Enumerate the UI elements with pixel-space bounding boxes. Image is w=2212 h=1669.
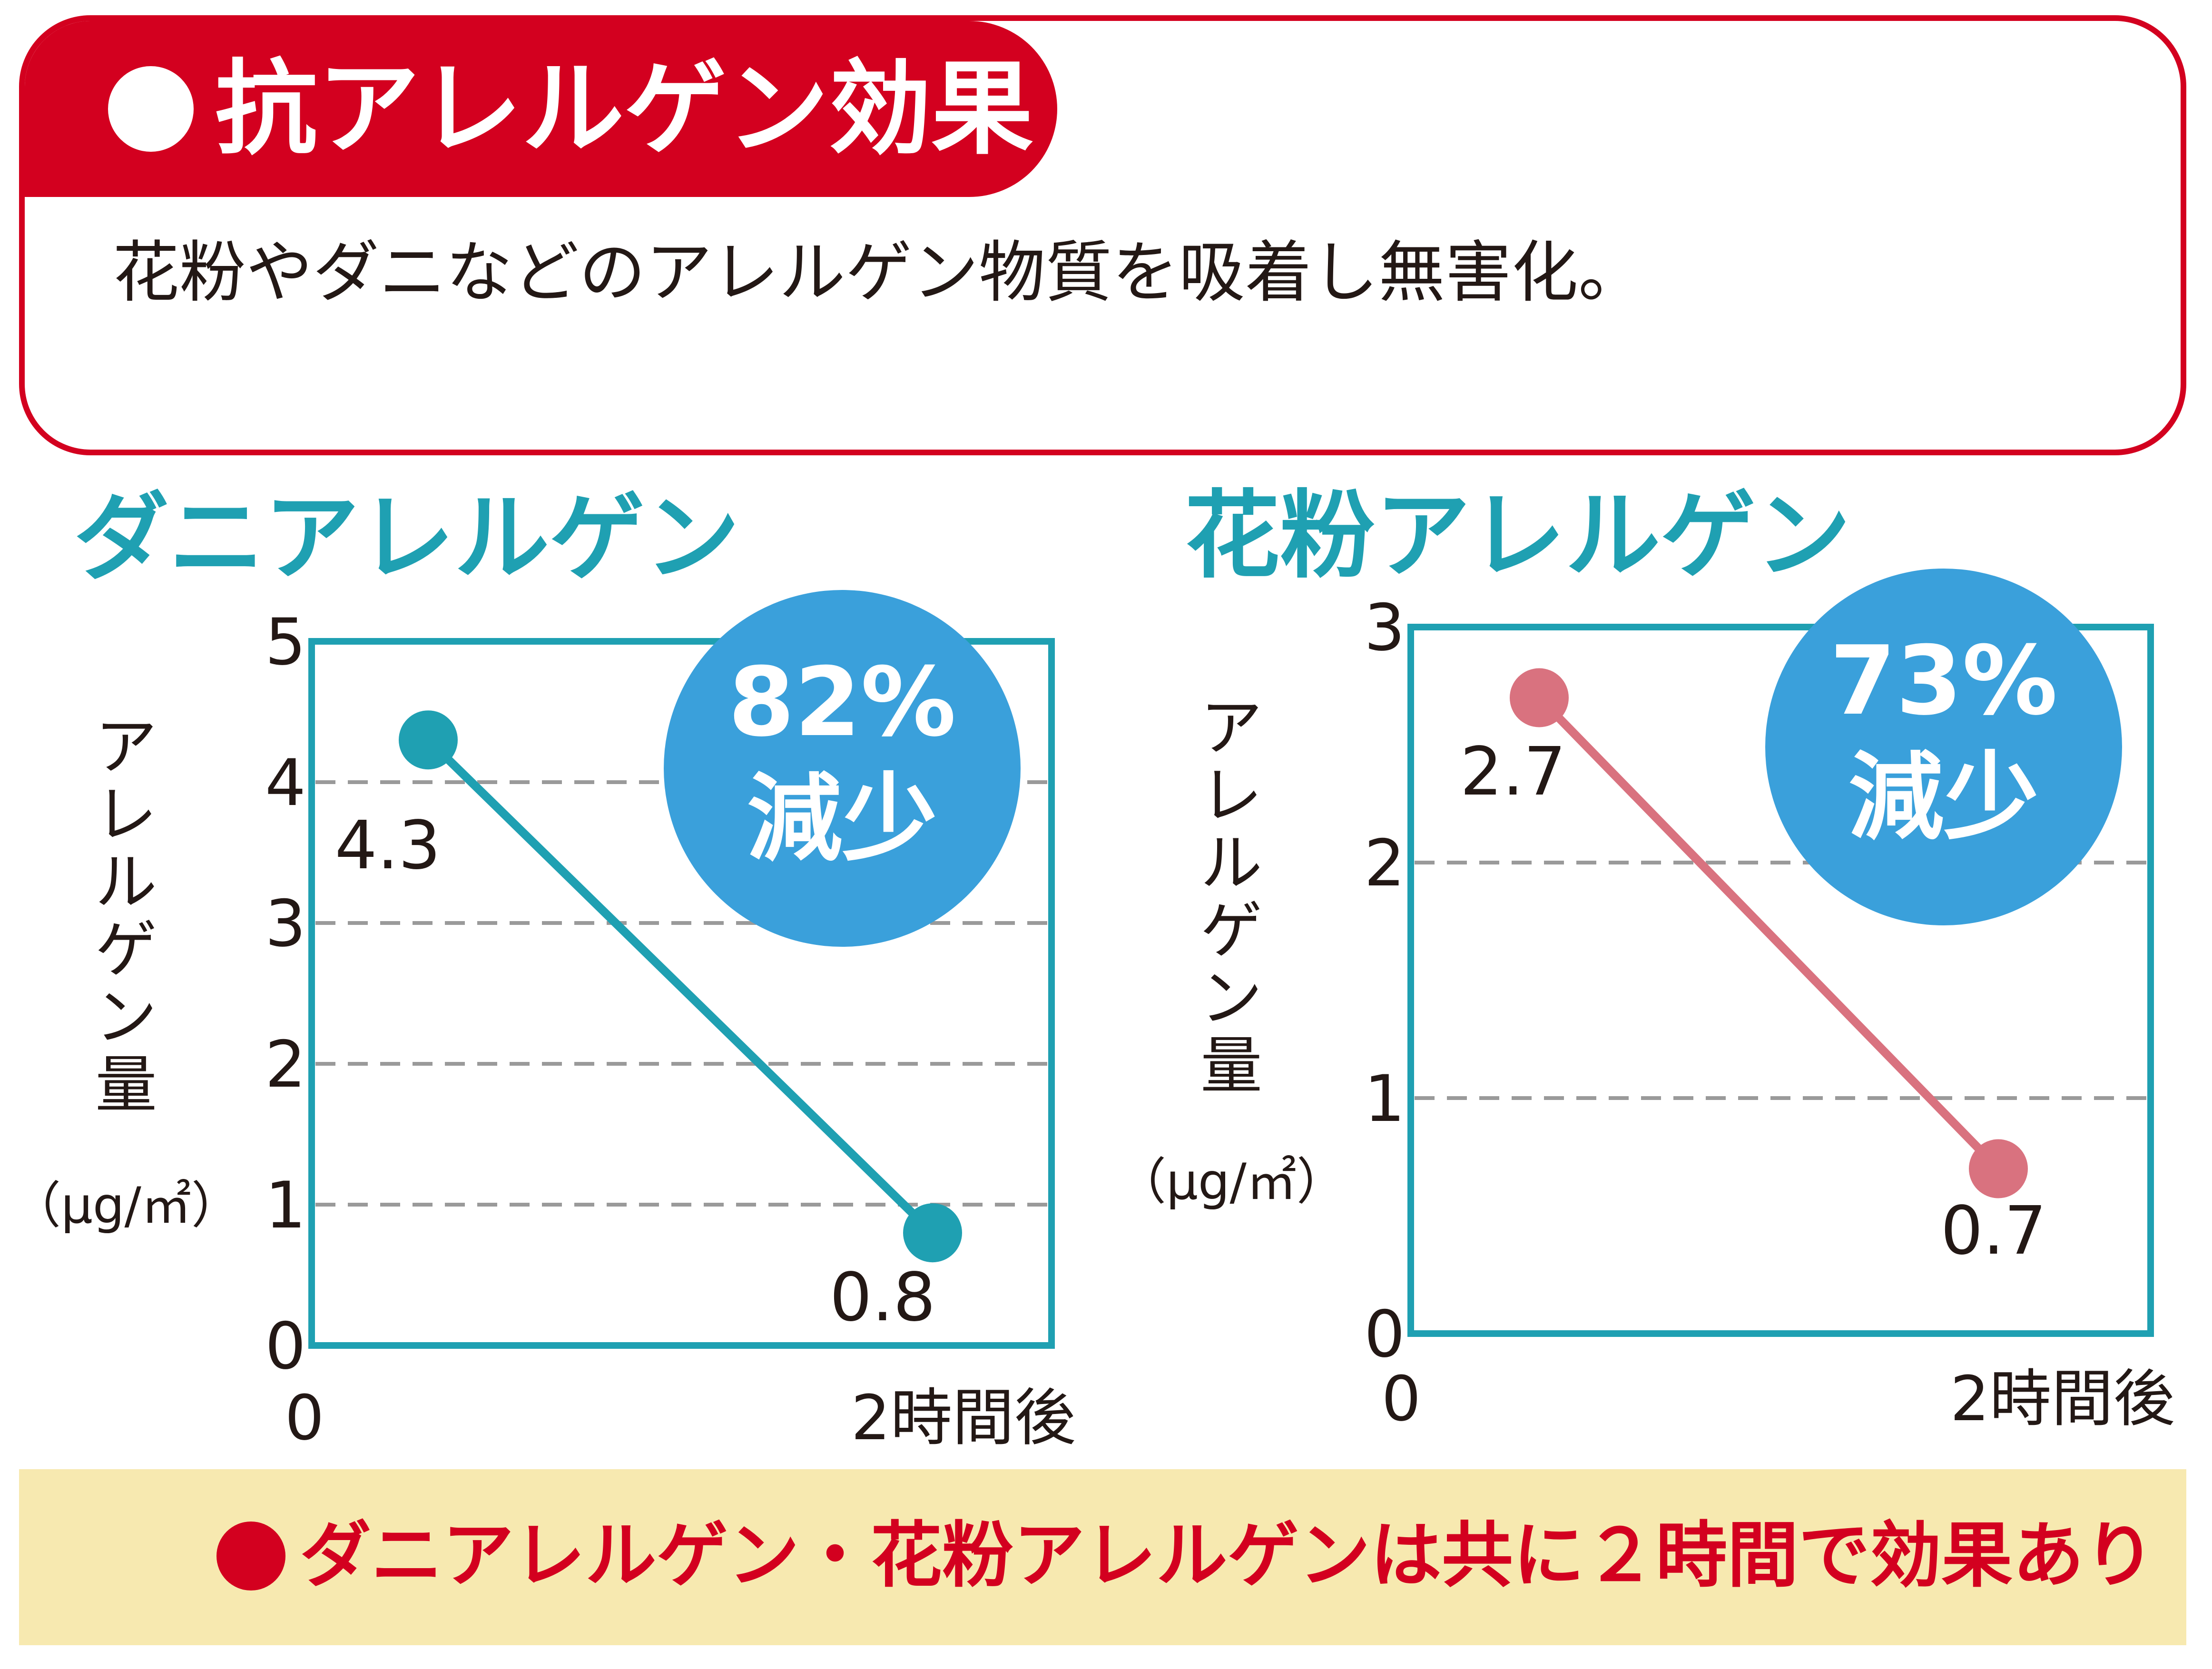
y-axis-label-char: ア <box>1200 692 1262 764</box>
data-label: 0.7 <box>1941 1192 2047 1270</box>
y-tick-label: 1 <box>265 1168 306 1243</box>
y-axis-label-char: レ <box>1200 759 1262 832</box>
title-tab: 抗アレルゲン効果 <box>25 21 1057 197</box>
y-tick-label: 4 <box>265 746 306 820</box>
y-axis-label-char: 量 <box>1200 1030 1262 1102</box>
data-point <box>1510 668 1569 727</box>
chart-title: 花粉アレルゲン <box>1185 481 1851 591</box>
x-tick-label-start: 0 <box>285 1382 324 1454</box>
y-tick-labels: 0 1 2 3 <box>1364 590 1405 1372</box>
y-tick-label: 3 <box>1364 590 1405 665</box>
y-axis-label-char: ン <box>95 981 157 1053</box>
y-unit-label: （μg/㎡） <box>1116 1153 1347 1211</box>
y-axis-label-char: ア <box>95 711 157 783</box>
data-series: 2.7 0.7 <box>1460 668 2047 1270</box>
footer-note: ダニアレルゲン・花粉アレルゲンは共に２時間で効果あり <box>300 1514 2156 1597</box>
data-point <box>399 710 458 770</box>
data-series: 4.3 0.8 <box>335 710 962 1336</box>
y-tick-label: 3 <box>265 886 306 961</box>
y-axis-label-char: 量 <box>95 1049 157 1121</box>
reduction-text: 減少 <box>747 764 937 874</box>
y-axis-label-char: ゲ <box>95 913 157 986</box>
reduction-badge <box>1765 569 2122 925</box>
reduction-text: 減少 <box>1848 742 2039 853</box>
y-axis-label-char: ル <box>1200 827 1262 899</box>
chart-title: ダニアレルゲン <box>74 483 740 594</box>
reduction-percent: 73% <box>1830 626 2058 736</box>
data-point <box>1969 1139 2028 1198</box>
y-axis-label-char: ン <box>1200 962 1262 1034</box>
data-label: 0.8 <box>830 1259 936 1336</box>
y-tick-labels: 0 1 2 3 4 5 <box>265 605 306 1384</box>
y-axis-label-char: ゲ <box>1200 894 1262 967</box>
x-tick-label-end: 2時間後 <box>851 1382 1076 1454</box>
footer-bullet-dot <box>216 1522 285 1590</box>
page-title: 抗アレルゲン効果 <box>215 49 1033 168</box>
grid-lines <box>1415 861 2147 1100</box>
y-tick-label: 0 <box>265 1309 306 1384</box>
reduction-percent: 82% <box>728 647 956 758</box>
data-label: 4.3 <box>335 807 441 884</box>
x-tick-label-start: 0 <box>1382 1363 1421 1435</box>
series-line <box>1536 695 2002 1172</box>
y-tick-label: 2 <box>265 1027 306 1102</box>
reduction-badge <box>664 590 1021 947</box>
y-axis-label-char: ル <box>95 846 157 918</box>
y-unit-label: （μg/㎡） <box>11 1177 241 1235</box>
y-axis-label-char: レ <box>95 778 157 851</box>
series-line <box>425 736 936 1236</box>
y-tick-label: 2 <box>1364 826 1405 901</box>
footer-banner: ダニアレルゲン・花粉アレルゲンは共に２時間で効果あり <box>19 1469 2186 1645</box>
description-text: 花粉やダニなどのアレルゲン物質を吸着し無害化。 <box>113 234 1645 312</box>
y-tick-label: 1 <box>1364 1061 1405 1136</box>
data-label: 2.7 <box>1460 733 1566 811</box>
y-tick-label: 5 <box>265 605 306 679</box>
effect-info-box: 抗アレルゲン効果 花粉やダニなどのアレルゲン物質を吸着し無害化。 <box>19 15 2186 455</box>
bullet-dot <box>108 66 194 152</box>
x-tick-label-end: 2時間後 <box>1950 1363 2175 1435</box>
y-tick-label: 0 <box>1364 1297 1405 1372</box>
data-point <box>903 1203 962 1263</box>
